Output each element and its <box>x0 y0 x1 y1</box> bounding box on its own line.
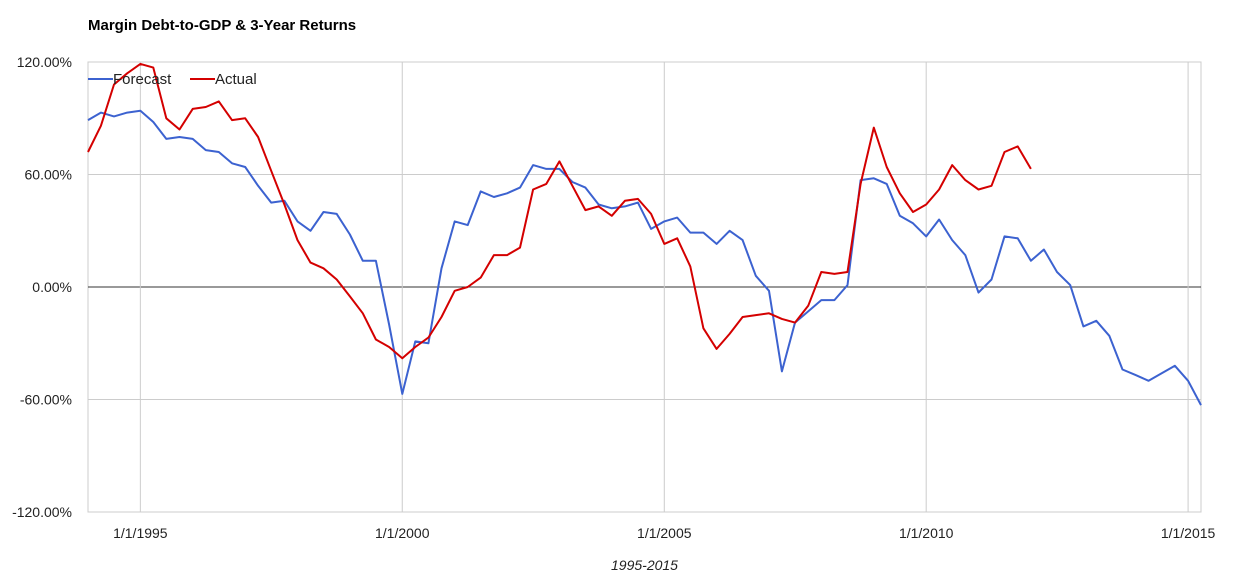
y-tick-label: 0.00% <box>32 279 72 295</box>
x-tick-label: 1/1/1995 <box>113 525 168 541</box>
x-tick-label: 1/1/2000 <box>375 525 430 541</box>
y-tick-label: 60.00% <box>25 167 72 183</box>
x-tick-label: 1/1/2005 <box>637 525 692 541</box>
y-tick-label: 120.00% <box>17 54 72 70</box>
legend-label-actual: Actual <box>215 71 257 88</box>
legend-label-forecast: Forecast <box>113 71 172 88</box>
series-line-actual <box>87 62 1032 360</box>
x-tick-label: 1/1/2015 <box>1161 525 1216 541</box>
x-tick-label: 1/1/2010 <box>899 525 954 541</box>
y-tick-label: -60.00% <box>20 392 72 408</box>
chart-title: Margin Debt-to-GDP & 3-Year Returns <box>88 17 357 34</box>
y-tick-label: -120.00% <box>12 504 72 520</box>
series-line-forecast <box>87 109 1202 406</box>
x-axis-title: 1995-2015 <box>611 557 678 573</box>
